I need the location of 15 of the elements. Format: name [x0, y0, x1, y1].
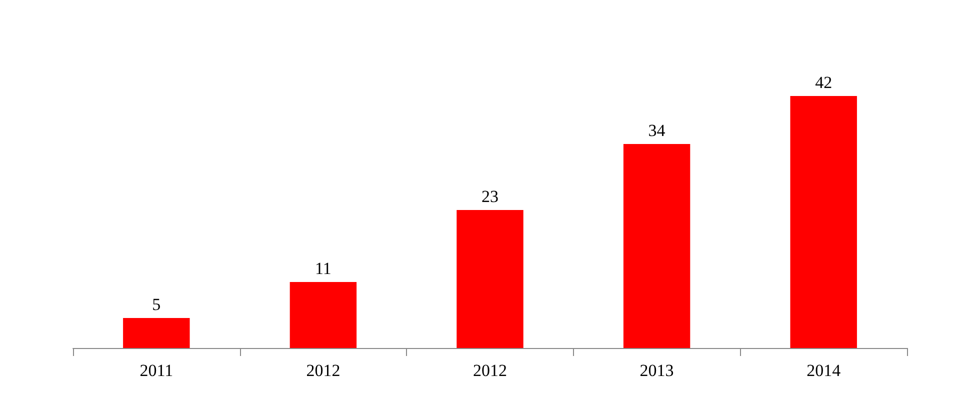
data-label: 34 [648, 121, 666, 140]
x-tick-label: 2012 [473, 361, 507, 380]
x-tick-label: 2011 [140, 361, 174, 380]
data-label: 5 [152, 295, 161, 314]
data-label: 42 [815, 73, 832, 92]
data-label: 23 [482, 187, 498, 206]
bar [123, 318, 190, 348]
bar [290, 282, 357, 348]
data-label: 11 [315, 259, 332, 278]
bar [456, 210, 524, 348]
bar [790, 96, 857, 348]
x-tick-label: 2013 [640, 361, 674, 380]
x-tick-label: 2012 [306, 361, 340, 380]
x-tick-label: 2014 [806, 361, 842, 380]
bar [623, 144, 690, 348]
